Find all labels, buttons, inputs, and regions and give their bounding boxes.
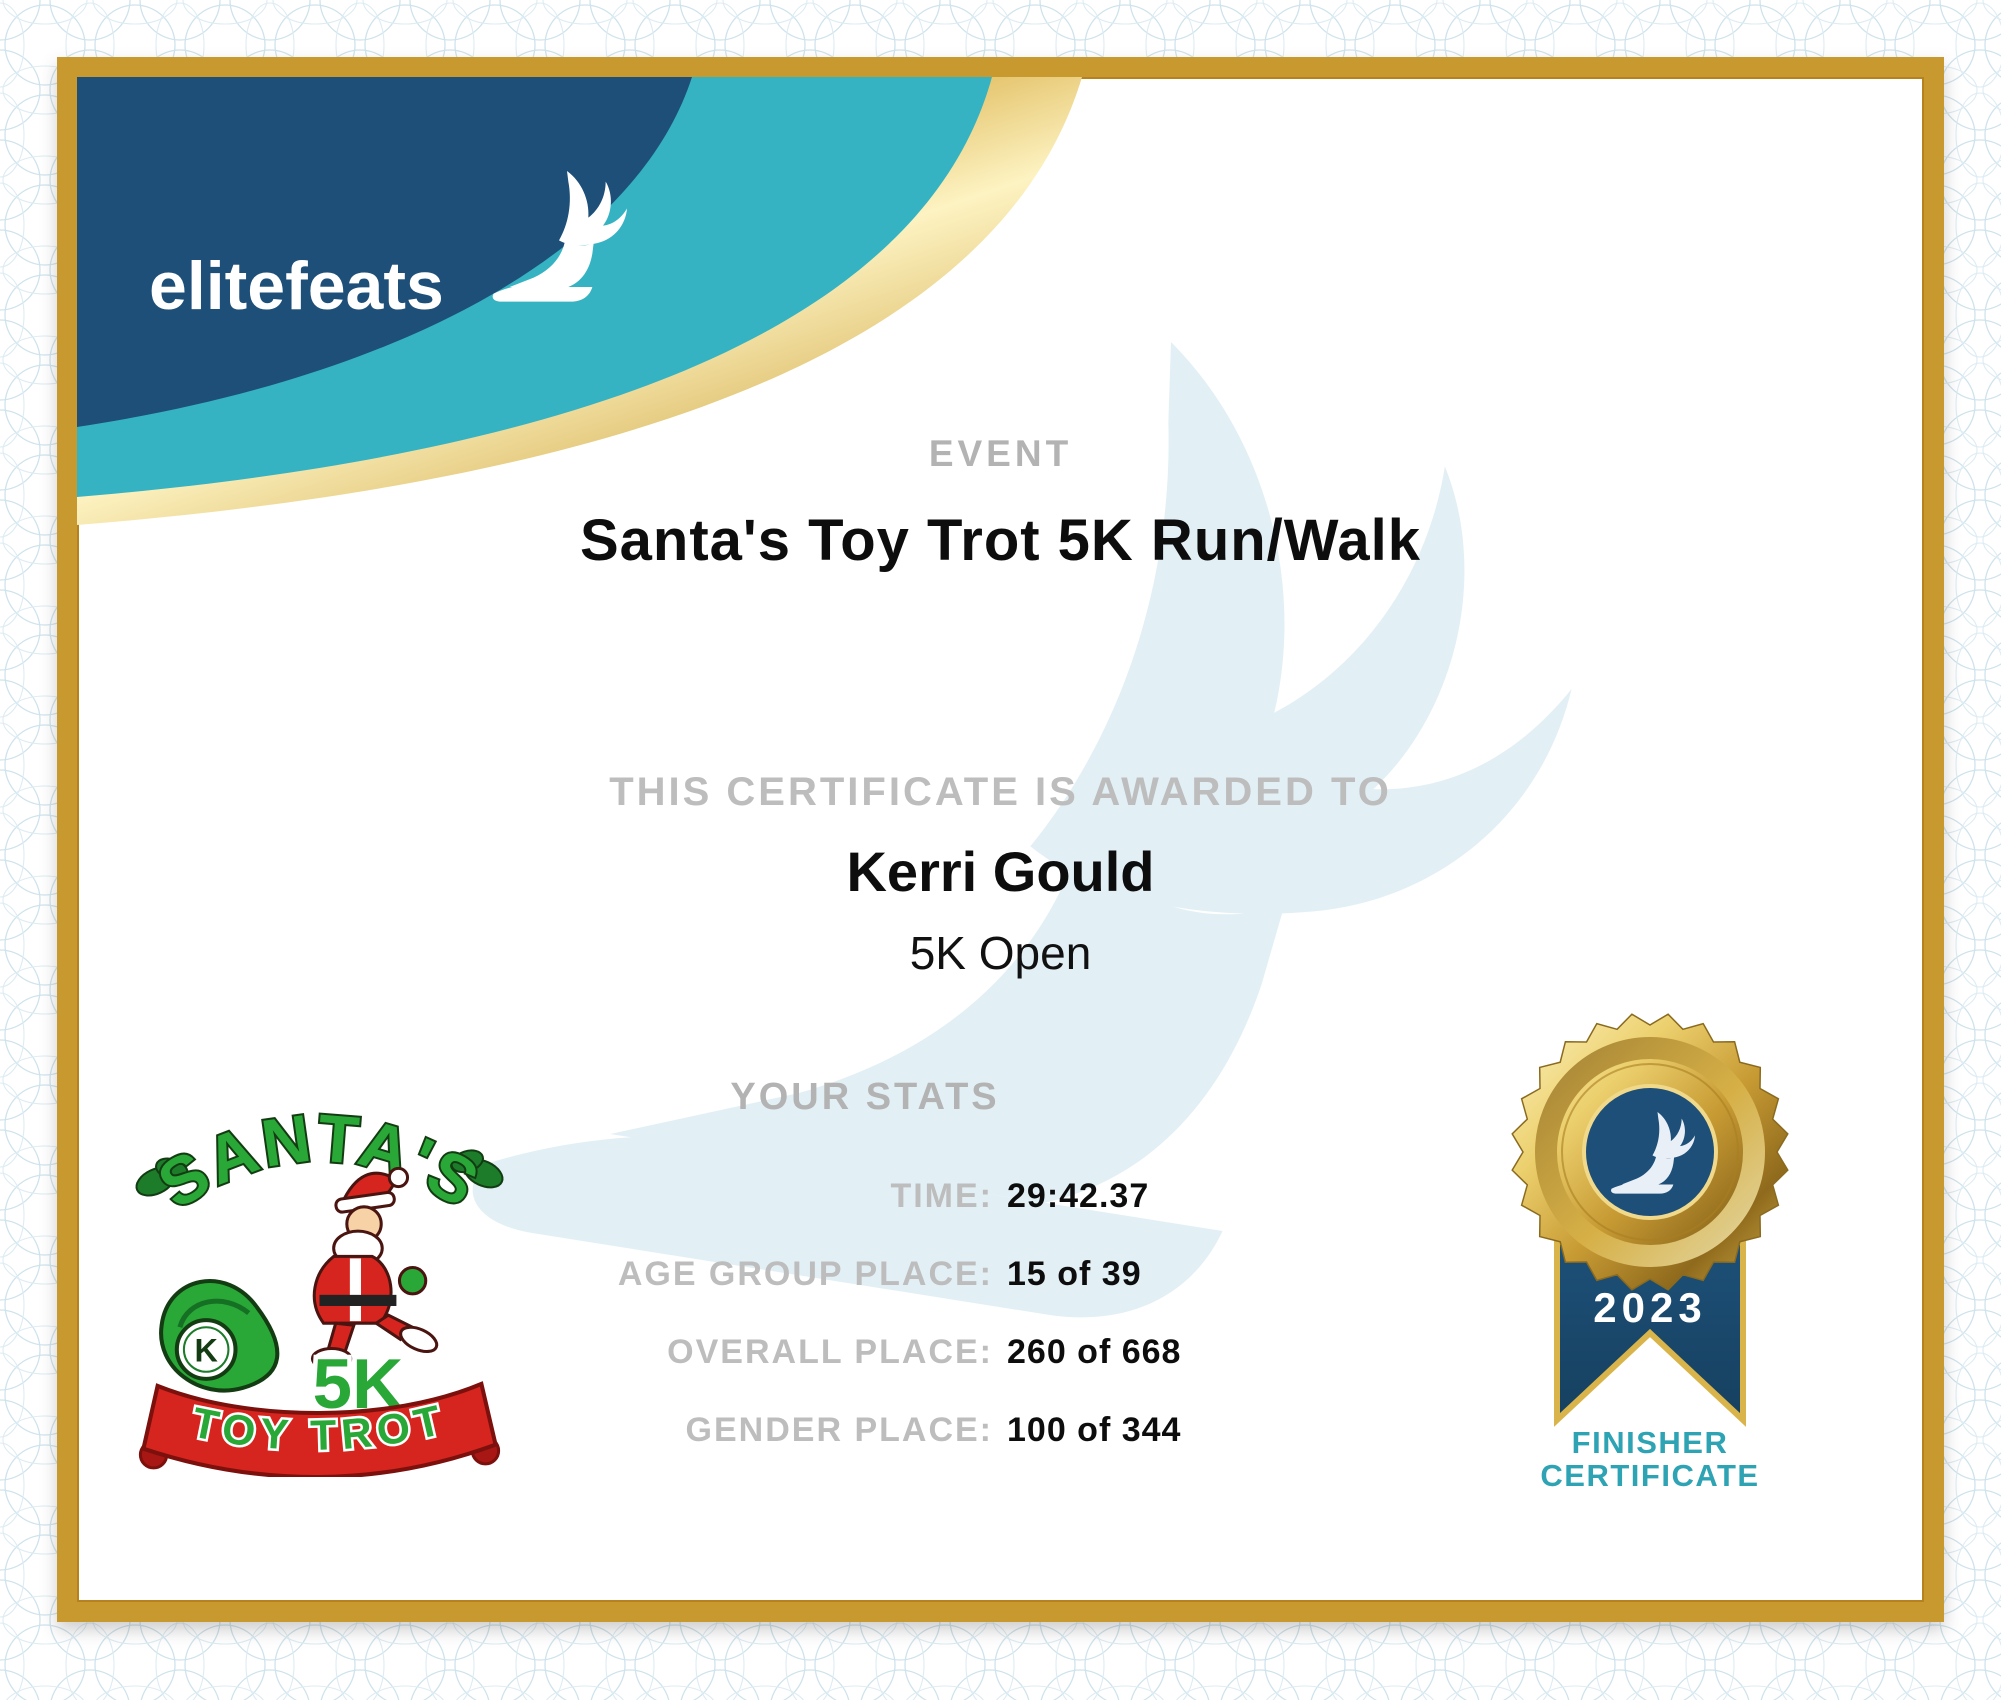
medal-year: 2023 bbox=[1593, 1284, 1706, 1331]
stats-heading: YOUR STATS bbox=[730, 1076, 1000, 1118]
recipient-name: Kerri Gould bbox=[846, 840, 1155, 903]
stat-value: 100 of 344 bbox=[1007, 1410, 1182, 1449]
brand-logo-text: elitefeats bbox=[149, 248, 444, 324]
finisher-caption: FINISHER CERTIFICATE bbox=[1460, 1426, 1840, 1492]
stats-table: TIME: 29:42.37 AGE GROUP PLACE: 15 of 39… bbox=[77, 1157, 1277, 1469]
medal-rosette bbox=[1511, 1013, 1789, 1291]
certificate-content: elitefeats EVENT Santa's Toy Trot 5K Run… bbox=[77, 77, 1924, 1602]
finisher-medal: 2023 bbox=[1511, 1013, 1789, 1427]
award-intro: THIS CERTIFICATE IS AWARDED TO bbox=[609, 770, 1392, 814]
toy-sack: K bbox=[159, 1279, 280, 1393]
kiwanis-badge-letter: K bbox=[194, 1333, 218, 1369]
navy-swoosh-shape bbox=[77, 77, 692, 427]
division-label: 5K Open bbox=[909, 927, 1092, 979]
ribbon-banner: TOY TROT bbox=[138, 1381, 501, 1477]
event-logo-title: SANTA'S bbox=[144, 1099, 492, 1225]
stat-value: 15 of 39 bbox=[1007, 1254, 1142, 1293]
stat-label: OVERALL PLACE: bbox=[667, 1332, 993, 1371]
stat-label: AGE GROUP PLACE: bbox=[617, 1254, 993, 1293]
stat-label: TIME: bbox=[890, 1176, 993, 1215]
stat-value: 29:42.37 bbox=[1007, 1176, 1150, 1215]
brand-logo: elitefeats bbox=[149, 171, 627, 324]
event-label: EVENT bbox=[928, 433, 1073, 474]
stat-row-gender-place: GENDER PLACE: 100 of 344 bbox=[77, 1391, 1277, 1469]
santa-figure bbox=[310, 1166, 439, 1371]
header-swoosh: elitefeats bbox=[77, 77, 1082, 525]
svg-text:SANTA'S: SANTA'S bbox=[146, 1101, 493, 1223]
stat-row-time: TIME: 29:42.37 bbox=[77, 1157, 1277, 1235]
finisher-caption-line1: FINISHER bbox=[1571, 1425, 1729, 1460]
stat-row-overall-place: OVERALL PLACE: 260 of 668 bbox=[77, 1313, 1277, 1391]
stat-row-age-group-place: AGE GROUP PLACE: 15 of 39 bbox=[77, 1235, 1277, 1313]
event-logo-santas-toy-trot: SANTA'S K 5K bbox=[135, 1099, 504, 1477]
stat-label: GENDER PLACE: bbox=[685, 1410, 993, 1449]
holly-leaves-icon bbox=[135, 1149, 504, 1197]
finisher-caption-line2: CERTIFICATE bbox=[1540, 1458, 1760, 1493]
stat-value: 260 of 668 bbox=[1007, 1332, 1182, 1371]
event-title: Santa's Toy Trot 5K Run/Walk bbox=[579, 508, 1422, 573]
